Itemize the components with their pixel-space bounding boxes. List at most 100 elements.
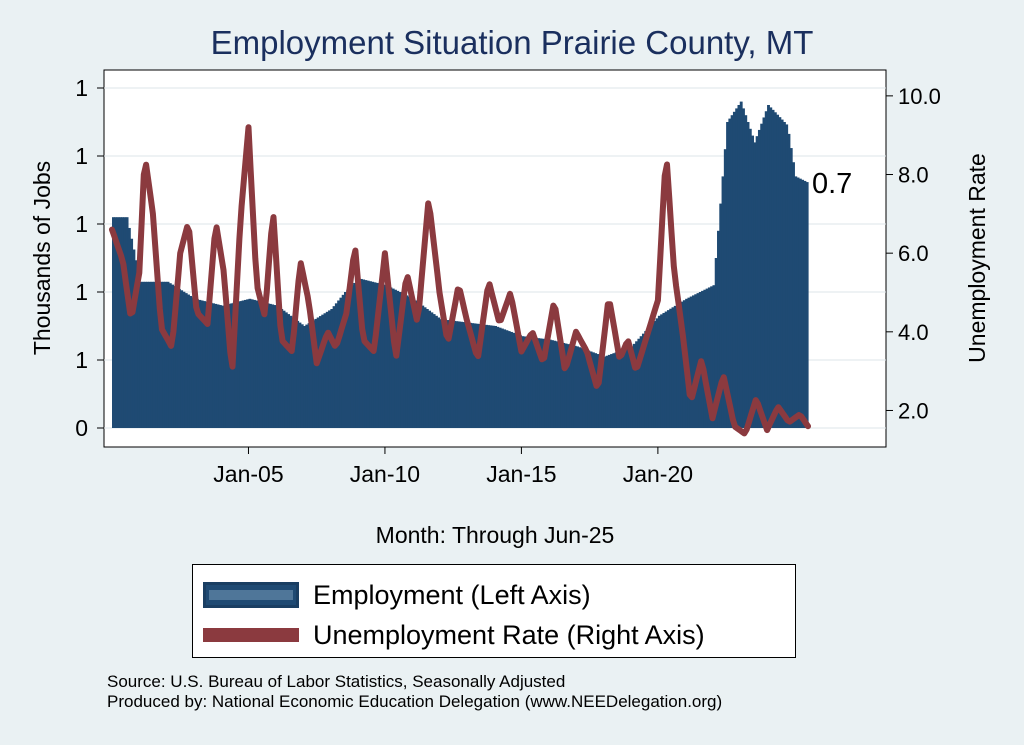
employment-bar <box>419 303 422 428</box>
employment-bar <box>448 320 452 428</box>
employment-bar <box>726 122 729 428</box>
legend: Employment (Left Axis) Unemployment Rate… <box>192 564 796 658</box>
employment-bar <box>714 258 718 428</box>
left-tick-label: 1 <box>75 211 88 237</box>
employment-bar <box>571 345 575 428</box>
employment-bar <box>744 115 748 428</box>
employment-bar <box>171 284 175 428</box>
employment-bar <box>507 331 511 428</box>
employment-bar <box>303 326 306 428</box>
employment-bar <box>717 230 720 428</box>
employment-bar <box>223 305 227 428</box>
employment-bar <box>673 305 677 428</box>
left-tick-label: 1 <box>75 75 88 101</box>
employment-bar <box>264 302 268 428</box>
employment-bar <box>578 347 582 428</box>
employment-bar <box>535 337 538 428</box>
employment-bar <box>616 351 620 428</box>
employment-bar <box>576 346 579 428</box>
employment-bar <box>528 337 532 428</box>
employment-bar <box>130 238 134 428</box>
employment-bar <box>803 180 807 428</box>
employment-bar <box>469 322 472 428</box>
employment-bar <box>150 281 154 428</box>
employment-bar <box>382 284 386 428</box>
employment-bar <box>751 135 755 428</box>
employment-bar <box>641 333 645 428</box>
employment-bar <box>175 287 179 428</box>
employment-bar <box>412 298 416 428</box>
employment-bar <box>778 117 782 429</box>
employment-bar <box>546 339 550 428</box>
employment-bar <box>771 109 775 428</box>
employment-bar <box>148 281 152 428</box>
employment-bar <box>325 311 329 428</box>
employment-bar <box>198 299 202 428</box>
employment-bar <box>421 305 425 428</box>
employment-bar <box>371 281 375 428</box>
employment-bar <box>446 320 450 428</box>
employment-bar <box>796 177 800 428</box>
employment-bar <box>137 271 140 428</box>
chart-title: Employment Situation Prairie County, MT <box>210 24 814 61</box>
employment-bar <box>225 304 229 428</box>
employment-bar <box>457 321 461 428</box>
employment-bar <box>196 299 200 428</box>
employment-bar <box>116 217 120 428</box>
employment-bar <box>362 279 366 428</box>
employment-bar <box>694 294 698 428</box>
employment-bar <box>157 281 161 428</box>
employment-bar <box>248 298 252 428</box>
employment-bar <box>453 320 457 428</box>
employment-bar <box>430 312 434 428</box>
employment-bar <box>748 128 752 429</box>
employment-bar <box>332 306 336 428</box>
employment-bar <box>491 325 495 428</box>
employment-bar <box>341 294 345 428</box>
x-axis-label: Month: Through Jun-25 <box>376 522 615 548</box>
employment-bar <box>262 302 265 428</box>
employment-bar <box>293 319 297 428</box>
employment-bar <box>519 335 523 428</box>
employment-bar <box>296 320 300 428</box>
employment-bar <box>396 290 400 428</box>
employment-bar <box>557 341 561 428</box>
legend-unemployment-label: Unemployment Rate (Right Axis) <box>313 619 705 650</box>
employment-bar <box>202 301 206 428</box>
employment-bar <box>792 162 795 428</box>
employment-bar <box>666 310 670 428</box>
employment-bar <box>585 349 588 428</box>
employment-bar <box>732 111 736 429</box>
employment-bar <box>762 117 766 428</box>
unemployment-line <box>109 124 811 437</box>
employment-bar <box>712 285 716 428</box>
right-tick-label: 8.0 <box>898 163 929 188</box>
employment-bar <box>514 333 518 428</box>
employment-bar <box>164 281 168 428</box>
employment-bar <box>648 326 652 428</box>
left-tick-label: 1 <box>75 143 88 169</box>
employment-bar <box>407 296 411 428</box>
employment-bar <box>218 305 222 428</box>
employment-bar <box>141 281 145 428</box>
employment-bar <box>291 317 295 428</box>
unemployment-series <box>109 124 811 437</box>
employment-bar <box>439 319 443 428</box>
legend-item-employment: Employment (Left Axis) <box>203 577 591 613</box>
employment-bar <box>450 320 454 428</box>
employment-bar <box>544 339 548 428</box>
employment-bar <box>282 310 286 428</box>
employment-bar <box>253 299 256 428</box>
employment-bar <box>742 108 745 429</box>
employment-bar <box>432 314 436 428</box>
employment-bar <box>555 341 559 428</box>
employment-bar <box>348 287 352 428</box>
employment-bar <box>323 313 327 428</box>
employment-bar <box>239 301 243 428</box>
employment-bar <box>189 295 193 428</box>
employment-bar <box>505 330 509 428</box>
employment-bar <box>378 283 381 428</box>
employment-bar <box>596 354 600 428</box>
employment-bar <box>530 337 534 428</box>
employment-bar <box>510 331 513 428</box>
